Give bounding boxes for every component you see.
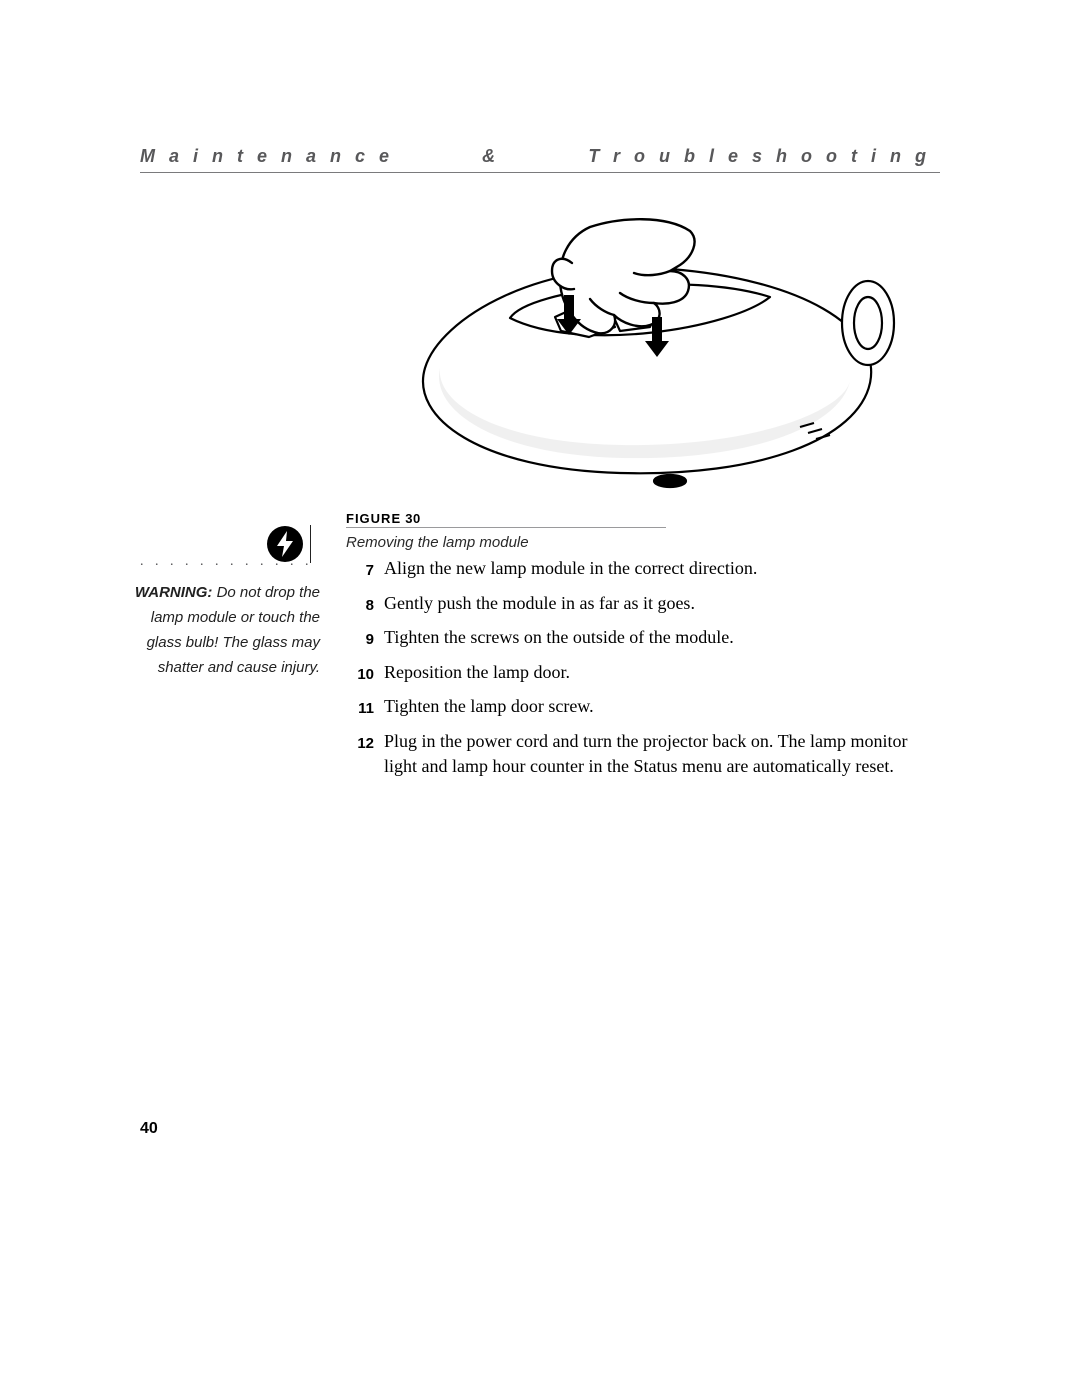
section-header: Maintenance & Troubleshooting	[140, 146, 940, 167]
step-number: 11	[346, 694, 374, 722]
figure-caption: Removing the lamp module	[346, 534, 529, 551]
list-item: 12 Plug in the power cord and turn the p…	[346, 729, 930, 780]
list-item: 9 Tighten the screws on the outside of t…	[346, 625, 930, 653]
step-text: Tighten the screws on the outside of the…	[384, 625, 930, 651]
figure-label-prefix: Figure	[346, 511, 401, 526]
step-text: Gently push the module in as far as it g…	[384, 591, 930, 617]
step-text: Tighten the lamp door screw.	[384, 694, 930, 720]
figure-illustration	[370, 213, 910, 503]
list-item: 10 Reposition the lamp door.	[346, 660, 930, 688]
warning-dot-leader: . . . . . . . . . . . . . . . . . . . . …	[140, 557, 320, 567]
step-number: 8	[346, 591, 374, 619]
step-number: 10	[346, 660, 374, 688]
warning-text: WARNING: Do not drop the lamp module or …	[120, 580, 320, 680]
figure-label-number: 30	[405, 511, 420, 526]
step-number: 12	[346, 729, 374, 757]
list-item: 7 Align the new lamp module in the corre…	[346, 556, 930, 584]
projector-lamp-removal-illustration	[370, 213, 910, 503]
step-text: Align the new lamp module in the correct…	[384, 556, 930, 582]
figure-label: Figure 30	[346, 511, 421, 526]
figure-caption-rule	[346, 527, 666, 528]
step-number: 7	[346, 556, 374, 584]
step-text: Plug in the power cord and turn the proj…	[384, 729, 930, 780]
warning-label: WARNING:	[135, 584, 213, 601]
header-rule	[140, 172, 940, 173]
manual-page: Maintenance & Troubleshooting	[0, 0, 1080, 1397]
step-text: Reposition the lamp door.	[384, 660, 930, 686]
step-number: 9	[346, 625, 374, 653]
steps-list: 7 Align the new lamp module in the corre…	[346, 556, 930, 787]
list-item: 8 Gently push the module in as far as it…	[346, 591, 930, 619]
page-number: 40	[140, 1120, 158, 1138]
list-item: 11 Tighten the lamp door screw.	[346, 694, 930, 722]
